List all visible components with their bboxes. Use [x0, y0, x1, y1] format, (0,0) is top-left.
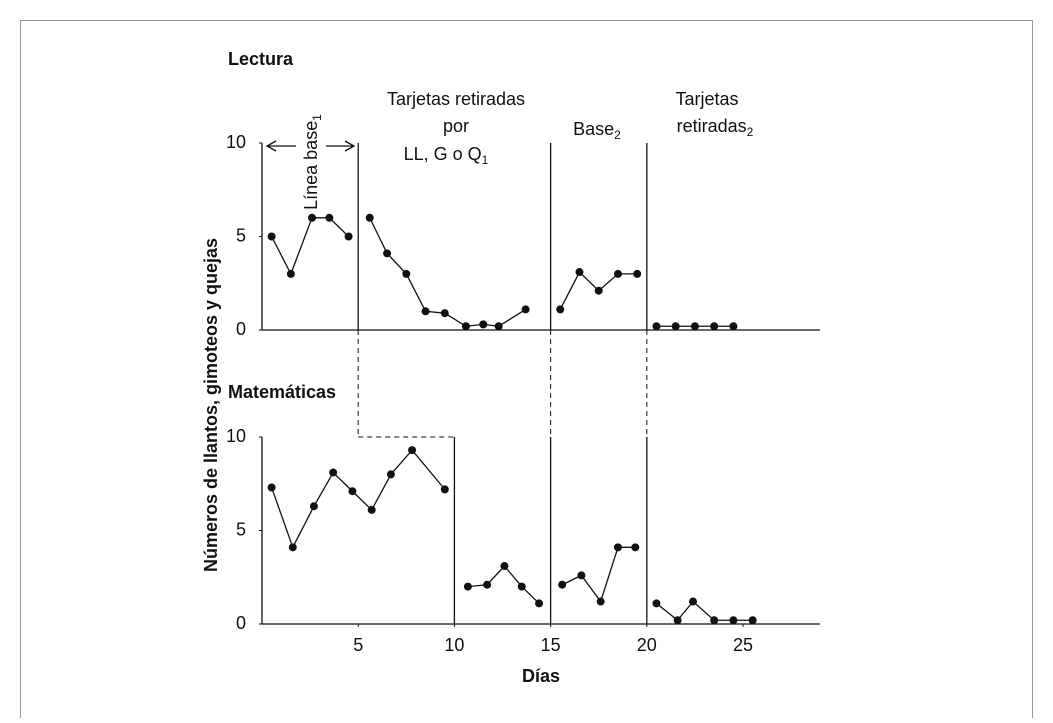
y-tick-label: 0: [236, 613, 246, 633]
data-point: [710, 616, 719, 625]
data-line: [271, 449, 753, 622]
data-point: [729, 616, 738, 625]
data-point: [440, 309, 449, 318]
phase-label: Tarjetas: [675, 89, 738, 109]
data-point: [383, 249, 392, 258]
data-point: [344, 232, 353, 241]
phase-label-subscript: 2: [747, 125, 754, 139]
y-tick-label: 0: [236, 319, 246, 339]
phase-label: LL, G o Q1: [404, 144, 489, 167]
data-point: [556, 305, 565, 314]
x-tick-label: 25: [733, 635, 753, 655]
data-point: [288, 543, 297, 552]
data-point: [408, 446, 417, 455]
phase-label-text: Tarjetas: [675, 89, 738, 109]
y-tick-label: 5: [236, 519, 246, 539]
data-point: [421, 307, 430, 316]
panel-title: Lectura: [228, 49, 294, 69]
data-point: [690, 322, 699, 331]
y-tick-label: 5: [236, 225, 246, 245]
data-point: [575, 268, 584, 277]
data-point: [365, 213, 374, 222]
data-point: [689, 597, 698, 606]
phase-label: Base2: [573, 119, 621, 142]
phase-label-subscript: 1: [310, 114, 324, 121]
data-point: [633, 269, 642, 278]
y-tick-label: 10: [226, 132, 246, 152]
data-point: [710, 322, 719, 331]
data-point: [521, 305, 530, 314]
data-point: [348, 487, 357, 496]
data-point: [596, 597, 605, 606]
data-point: [267, 483, 276, 492]
phase-label: Línea base1: [301, 114, 324, 210]
phase-label: Tarjetas retiradas: [387, 89, 525, 109]
data-point: [286, 269, 295, 278]
data-point: [558, 580, 567, 589]
x-tick-label: 5: [353, 635, 363, 655]
data-point: [308, 213, 317, 222]
phase-label-text: LL, G o Q: [404, 144, 482, 164]
data-point: [671, 322, 680, 331]
phase-label-text: por: [443, 116, 469, 136]
data-point: [309, 502, 318, 511]
data-point: [500, 562, 509, 571]
data-point: [535, 599, 544, 608]
data-point: [652, 322, 661, 331]
data-point: [748, 616, 757, 625]
data-point: [729, 322, 738, 331]
x-tick-label: 20: [637, 635, 657, 655]
arrow: [326, 140, 356, 152]
x-tick-label: 15: [541, 635, 561, 655]
panel-title: Matemáticas: [228, 382, 336, 402]
phase-label: por: [443, 116, 469, 136]
data-point: [463, 582, 472, 591]
y-tick-label: 10: [226, 426, 246, 446]
data-point: [517, 582, 526, 591]
phase-label-text: Tarjetas retiradas: [387, 89, 525, 109]
data-point: [613, 269, 622, 278]
phase-label-text: Línea base: [301, 121, 321, 210]
data-point: [267, 232, 276, 241]
data-point: [631, 543, 640, 552]
data-point: [325, 213, 334, 222]
data-point: [402, 269, 411, 278]
data-point: [461, 322, 470, 331]
data-point: [329, 468, 338, 477]
data-point: [367, 505, 376, 514]
phase-label-subscript: 2: [614, 128, 621, 142]
y-axis-label: Números de llantos, gimoteos y quejas: [201, 238, 221, 572]
data-point: [594, 286, 603, 295]
data-line: [271, 217, 734, 327]
data-point: [440, 485, 449, 494]
data-point: [483, 580, 492, 589]
data-point: [386, 470, 395, 479]
data-point: [577, 571, 586, 580]
data-point: [494, 322, 503, 331]
phase-label: retiradas2: [677, 116, 754, 139]
phase-label-text: retiradas: [677, 116, 747, 136]
phase-label-subscript: 1: [482, 153, 489, 167]
frame: [20, 20, 1033, 723]
arrow: [265, 140, 296, 152]
data-point: [479, 320, 488, 329]
x-tick-label: 10: [444, 635, 464, 655]
phase-label-text: Base: [573, 119, 614, 139]
data-point: [673, 616, 682, 625]
data-point: [613, 543, 622, 552]
data-point: [652, 599, 661, 608]
x-axis-label: Días: [522, 666, 560, 686]
